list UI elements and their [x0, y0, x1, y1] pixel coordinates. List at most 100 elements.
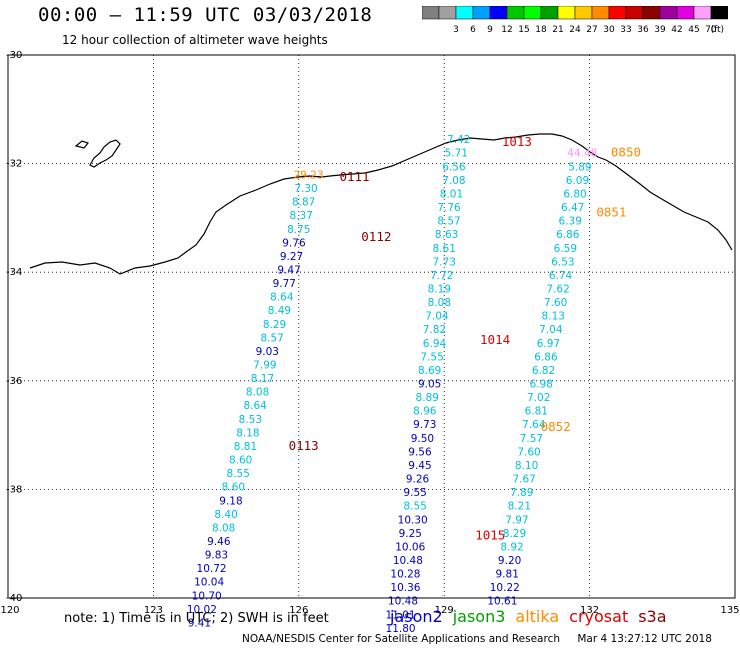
wave-height-value: 10.61 [487, 596, 517, 608]
wave-height-value: 6.80 [563, 188, 586, 200]
pass-time-label: 1015 [475, 528, 505, 543]
wave-height-value: 9.56 [408, 446, 432, 458]
wave-height-value: 8.61 [433, 243, 456, 255]
wave-height-value: 6.86 [556, 229, 580, 241]
wave-height-value: 6.39 [559, 216, 582, 228]
wave-height-value: 7.55 [420, 351, 443, 363]
australia-coastline [29, 133, 733, 275]
lat-tick-label: -32 [6, 159, 22, 170]
wave-height-value: 9.27 [280, 251, 303, 263]
wave-height-value: 8.60 [222, 482, 245, 494]
wave-height-value: 8.49 [268, 305, 291, 317]
wave-height-value: 8.64 [270, 292, 294, 304]
wave-height-value: 9.81 [496, 569, 519, 581]
wave-height-value: 8.17 [251, 373, 274, 385]
pass-time-label: 0111 [339, 169, 369, 184]
wave-height-value: 10.28 [390, 569, 420, 581]
scale-label: 30 [603, 25, 615, 35]
wave-height-value: 6.82 [532, 365, 555, 377]
wave-height-value: 9.77 [273, 278, 296, 290]
wave-height-value: 6.59 [554, 243, 577, 255]
wave-height-value: 8.64 [243, 400, 267, 412]
wave-height-value: 8.29 [503, 528, 526, 540]
wave-height-value: 8.18 [236, 427, 259, 439]
wave-height-value: 7.02 [527, 392, 550, 404]
wave-height-value: 6.56 [442, 161, 466, 173]
lon-tick-label: 126 [289, 605, 308, 616]
wave-height-value: 9.50 [411, 433, 434, 445]
scale-label: 15 [518, 25, 529, 35]
map-subtitle: 12 hour collection of altimeter wave hei… [62, 33, 328, 47]
legend-jason3: jason3 [452, 607, 506, 626]
wave-height-value: 7.04 [425, 311, 449, 323]
wave-height-value: 6.74 [549, 270, 573, 282]
wave-height-value: 9.03 [256, 346, 279, 358]
scale-label: 39 [654, 25, 666, 35]
wave-height-value: 8.19 [428, 283, 451, 295]
graticule [8, 55, 735, 598]
wave-height-value: 7.82 [423, 324, 446, 336]
lat-tick-label: -34 [6, 267, 22, 278]
wave-height-value: 6.47 [561, 202, 584, 214]
wave-height-value: 9.26 [406, 474, 430, 486]
wave-height-value: 10.02 [187, 604, 217, 616]
scale-label: 18 [535, 25, 547, 35]
wave-height-value: 8.21 [508, 501, 531, 513]
scale-label: 42 [671, 25, 682, 35]
wave-height-value: 8.37 [290, 210, 313, 222]
wave-height-value: 6.97 [537, 338, 560, 350]
wave-height-value: 11.01 [386, 609, 416, 621]
track-jason2: 29.23 7.30 8.878.37 8.759.76 9.279.47 9.77 8.6… [187, 169, 392, 629]
wave-height-value: 9.55 [403, 487, 426, 499]
wave-height-value: 7.72 [430, 270, 453, 282]
wave-height-value: 7.57 [520, 433, 543, 445]
coastline [29, 133, 733, 275]
wave-height-value: 10.04 [194, 577, 224, 589]
wave-height-value: 9.46 [207, 536, 231, 548]
wave-height-value: 8.40 [214, 509, 237, 521]
wave-height-value: 6.94 [423, 338, 447, 350]
wave-height-value: 6.86 [534, 351, 558, 363]
wave-height-value: 7.76 [437, 202, 461, 214]
scale-label: 3 [453, 25, 459, 35]
wave-height-value: 9.73 [413, 419, 436, 431]
island-coastline-small [74, 140, 90, 149]
wave-height-value: 10.48 [393, 555, 423, 567]
wave-height-value: 10.70 [192, 590, 222, 602]
wave-height-value: 6.53 [551, 256, 574, 268]
legend-jason2: jason2 [390, 607, 443, 626]
wave-height-color-scale: 3 6 9 12 15 18 21 24 27 30 33 36 39 42 45 70(ft) [422, 6, 728, 35]
wave-height-value: 8.55 [227, 468, 250, 480]
scale-label: 12 [501, 25, 512, 35]
wave-height-value: 10.06 [395, 541, 425, 553]
wave-height-value: 9.83 [205, 550, 228, 562]
pass-time-label: 0112 [361, 229, 391, 244]
wave-height-value: 8.53 [239, 414, 262, 426]
track-altika: 44.485.896.096.806.476.396.866.596.536.7… [487, 145, 641, 608]
map-frame [7, 54, 736, 599]
wave-height-value: 10.22 [490, 582, 520, 594]
footer-timestamp: Mar 4 13:27:12 UTC 2018 [577, 633, 712, 645]
lon-tick-label: 120 [0, 605, 19, 616]
track-jason3: 7.42 5.716.56 7.088.01 7.76 8.578.63 8.617.73… [386, 134, 532, 635]
wave-height-value: 9.76 [282, 237, 306, 249]
wave-height-value: 8.81 [234, 441, 257, 453]
wave-height-value: 5.71 [445, 148, 468, 160]
pass-time-label: 0852 [541, 419, 571, 434]
wave-height-value: 7.60 [544, 297, 567, 309]
lon-tick-label: 129 [435, 605, 454, 616]
wave-height-value: 8.69 [418, 365, 441, 377]
wave-height-value: 9.47 [277, 264, 300, 276]
wave-height-value: 10.36 [390, 582, 420, 594]
scale-label: 27 [586, 25, 597, 35]
wave-height-value: 7.62 [546, 283, 569, 295]
scale-label: 70 [705, 25, 717, 35]
wave-height-value: 8.29 [263, 319, 286, 331]
satellite-legend: jason2 jason3 altika cryosat s3a [390, 607, 677, 626]
legend-s3a: s3a [638, 607, 667, 626]
wave-height-value: 6.81 [525, 406, 548, 418]
wave-height-value: 8.89 [416, 392, 439, 404]
wave-height-value: 8.63 [435, 229, 458, 241]
pass-time-label: 0850 [611, 145, 641, 160]
scale-swatch [710, 6, 728, 20]
